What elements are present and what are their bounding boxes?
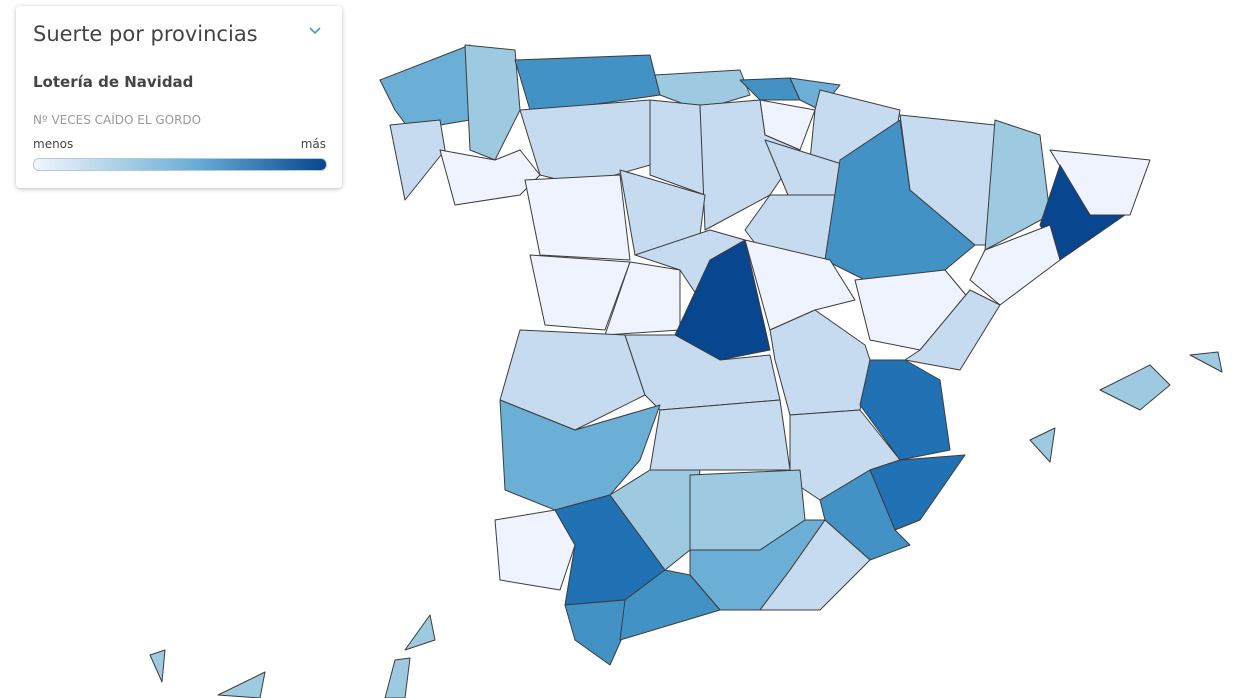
province[interactable]: [389, 119, 446, 201]
province[interactable]: [1029, 427, 1056, 463]
provinces: [149, 44, 1223, 698]
legend-gradient: [33, 158, 327, 171]
legend-measure: Nº VECES CAÍDO EL GORDO: [33, 113, 202, 127]
province[interactable]: [519, 99, 651, 186]
province[interactable]: [869, 454, 966, 531]
province[interactable]: [969, 224, 1061, 306]
province[interactable]: [859, 359, 951, 461]
province[interactable]: [759, 519, 871, 611]
province[interactable]: [494, 509, 576, 591]
province[interactable]: [769, 309, 871, 416]
province[interactable]: [1099, 364, 1171, 411]
legend-title: Suerte por provincias: [33, 22, 258, 46]
province[interactable]: [699, 99, 801, 231]
province[interactable]: [649, 399, 791, 471]
province[interactable]: [524, 174, 631, 261]
province[interactable]: [384, 657, 411, 698]
province[interactable]: [674, 239, 771, 361]
legend-max: más: [300, 137, 326, 151]
province[interactable]: [619, 569, 721, 641]
province[interactable]: [379, 44, 471, 131]
province[interactable]: [744, 239, 856, 331]
collapse-toggle[interactable]: [308, 26, 322, 36]
province[interactable]: [564, 599, 631, 666]
legend-min: menos: [33, 137, 74, 151]
province[interactable]: [624, 334, 781, 411]
province[interactable]: [1189, 351, 1223, 373]
province[interactable]: [499, 329, 646, 431]
province[interactable]: [464, 44, 521, 161]
province[interactable]: [899, 114, 996, 246]
province[interactable]: [404, 614, 436, 651]
province[interactable]: [514, 54, 661, 111]
province[interactable]: [217, 671, 266, 698]
legend-card: Suerte por provincias Lotería de Navidad…: [16, 6, 342, 188]
province[interactable]: [904, 289, 1001, 371]
province[interactable]: [1039, 164, 1126, 261]
legend-subtitle: Lotería de Navidad: [33, 73, 194, 91]
province[interactable]: [149, 649, 166, 683]
province[interactable]: [529, 254, 631, 331]
province[interactable]: [499, 399, 661, 511]
